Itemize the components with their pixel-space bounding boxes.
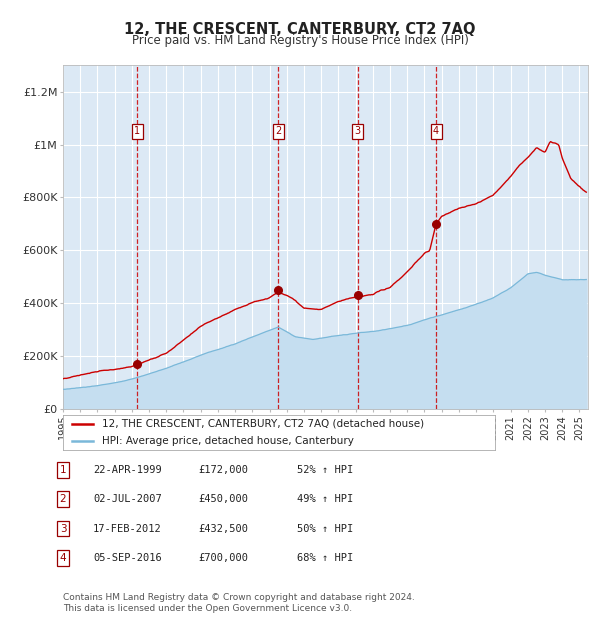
Text: £432,500: £432,500 [198,523,248,534]
Text: 52% ↑ HPI: 52% ↑ HPI [297,465,353,476]
Text: 3: 3 [59,523,67,534]
Text: 49% ↑ HPI: 49% ↑ HPI [297,494,353,505]
Text: 17-FEB-2012: 17-FEB-2012 [93,523,162,534]
Text: 22-APR-1999: 22-APR-1999 [93,465,162,476]
Text: 02-JUL-2007: 02-JUL-2007 [93,494,162,505]
Text: Contains HM Land Registry data © Crown copyright and database right 2024.
This d: Contains HM Land Registry data © Crown c… [63,593,415,613]
Text: £700,000: £700,000 [198,552,248,563]
Text: 12, THE CRESCENT, CANTERBURY, CT2 7AQ (detached house): 12, THE CRESCENT, CANTERBURY, CT2 7AQ (d… [102,419,424,429]
Text: 68% ↑ HPI: 68% ↑ HPI [297,552,353,563]
Text: 2: 2 [275,126,281,136]
Text: £172,000: £172,000 [198,465,248,476]
Text: 1: 1 [134,126,140,136]
Text: Price paid vs. HM Land Registry's House Price Index (HPI): Price paid vs. HM Land Registry's House … [131,34,469,47]
Text: 3: 3 [355,126,361,136]
Text: £450,000: £450,000 [198,494,248,505]
Text: 05-SEP-2016: 05-SEP-2016 [93,552,162,563]
Text: 4: 4 [59,552,67,563]
Text: HPI: Average price, detached house, Canterbury: HPI: Average price, detached house, Cant… [102,436,354,446]
Text: 1: 1 [59,465,67,476]
Text: 4: 4 [433,126,439,136]
Text: 12, THE CRESCENT, CANTERBURY, CT2 7AQ: 12, THE CRESCENT, CANTERBURY, CT2 7AQ [124,22,476,37]
Text: 50% ↑ HPI: 50% ↑ HPI [297,523,353,534]
Text: 2: 2 [59,494,67,505]
